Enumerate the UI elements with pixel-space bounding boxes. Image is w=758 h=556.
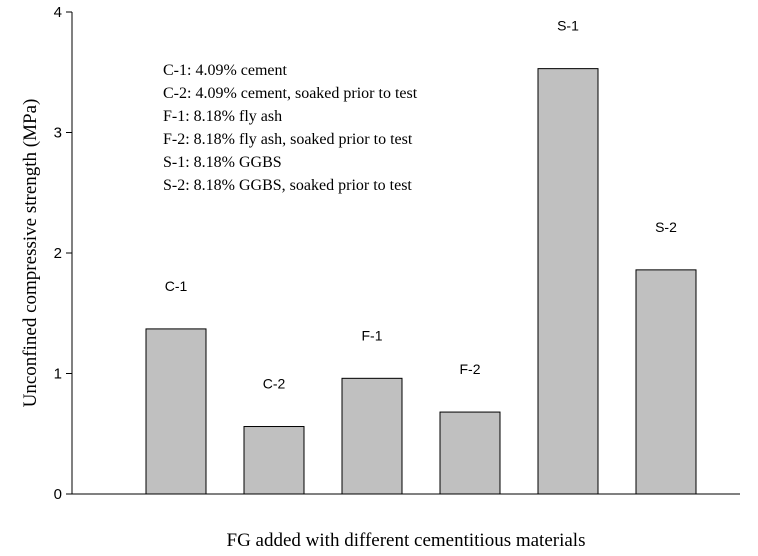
- bar-label-f-2: F-2: [460, 361, 481, 377]
- bar-c-2: [243, 426, 305, 495]
- y-ticks: 0 1 2 3 4: [54, 4, 72, 503]
- y-tick-label-0: 0: [54, 486, 62, 503]
- x-axis-title: FG added with different cementitious mat…: [227, 530, 586, 551]
- y-tick-label-3: 3: [54, 125, 62, 142]
- bar-label-c-1: C-1: [165, 278, 188, 294]
- legend-entry-3: F-2: 8.18% fly ash, soaked prior to test: [163, 131, 413, 148]
- legend-entry-1: C-2: 4.09% cement, soaked prior to test: [163, 85, 418, 102]
- bar-f-2: [439, 411, 501, 495]
- bar-label-f-1: F-1: [362, 327, 383, 343]
- bar-labels: C-1 C-2 F-1 F-2 S-1 S-2: [165, 18, 677, 392]
- bar-label-c-2: C-2: [263, 376, 286, 392]
- bar-f-1: [341, 377, 403, 495]
- y-tick-label-2: 2: [54, 245, 62, 262]
- y-tick-label-1: 1: [54, 366, 62, 383]
- legend: C-1: 4.09% cement C-2: 4.09% cement, soak…: [163, 62, 418, 194]
- bar-s-1: [537, 68, 599, 495]
- y-axis-title: Unconfined compressive strength (MPa): [20, 99, 41, 408]
- bar-label-s-2: S-2: [655, 219, 677, 235]
- bars: [145, 68, 697, 495]
- legend-entry-4: S-1: 8.18% GGBS: [163, 154, 282, 171]
- legend-entry-2: F-1: 8.18% fly ash: [163, 108, 282, 125]
- bar-label-s-1: S-1: [557, 18, 579, 34]
- legend-entry-0: C-1: 4.09% cement: [163, 62, 288, 79]
- legend-entry-5: S-2: 8.18% GGBS, soaked prior to test: [163, 177, 412, 194]
- bar-s-2: [635, 269, 697, 495]
- bar-c-1: [145, 328, 207, 495]
- y-tick-label-4: 4: [54, 4, 62, 21]
